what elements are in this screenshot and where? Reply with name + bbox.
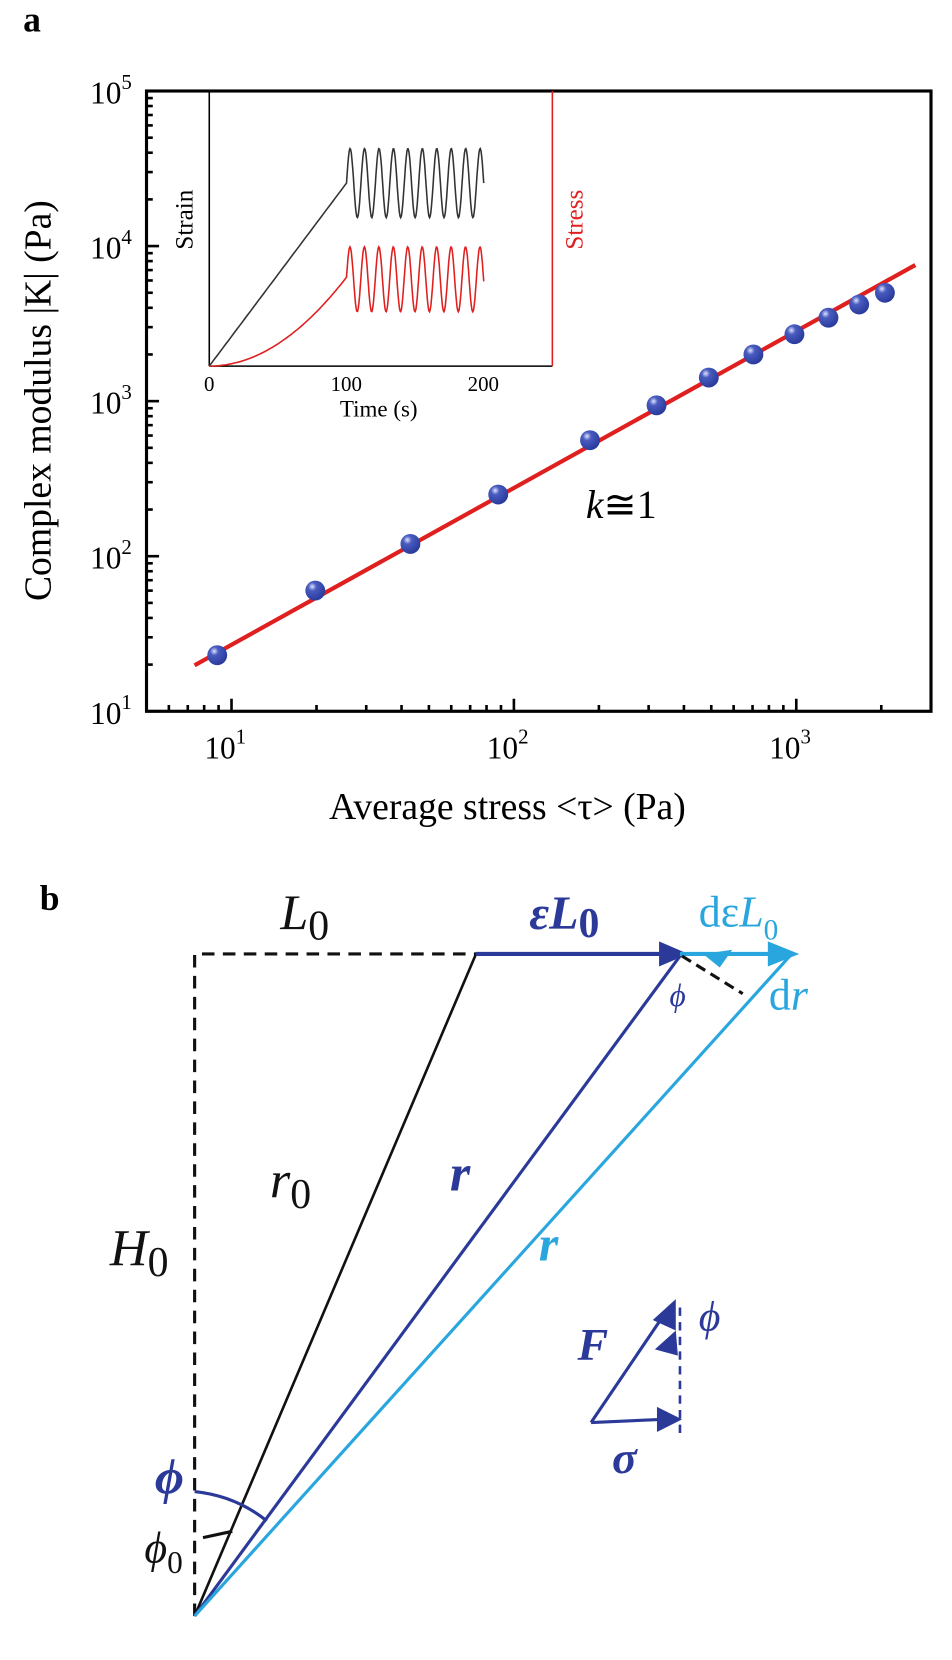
data-point bbox=[580, 430, 600, 451]
data-point bbox=[305, 580, 326, 601]
data-point bbox=[784, 324, 805, 345]
phi0-arc bbox=[202, 1529, 233, 1540]
dashed-reference-lines bbox=[193, 952, 476, 1617]
data-point bbox=[207, 645, 228, 666]
phi-force-arrowhead bbox=[654, 1330, 678, 1356]
label-sigma: σ bbox=[612, 1432, 638, 1483]
y-tick-label: 102 bbox=[90, 535, 132, 576]
phi-arc bbox=[194, 1490, 268, 1523]
data-point bbox=[818, 307, 839, 328]
r-line-light bbox=[193, 954, 791, 1618]
force-arrowhead bbox=[652, 1299, 676, 1331]
inset-stress-label: Stress bbox=[562, 190, 589, 250]
stress-curve bbox=[209, 245, 485, 367]
plot-frame bbox=[144, 89, 933, 713]
perpendicular-dash bbox=[681, 954, 744, 996]
y-tick-label: 101 bbox=[90, 690, 132, 731]
data-point bbox=[400, 533, 421, 554]
panel-b-label: b bbox=[40, 878, 60, 918]
label-phi-force: ϕ bbox=[699, 1295, 721, 1341]
inset-chart: 0 100 200 Time (s) Strain Stress bbox=[172, 90, 589, 421]
label-r0: r0 bbox=[270, 1152, 311, 1218]
sigma-arrowhead bbox=[656, 1406, 683, 1432]
label-phi-top: ϕ bbox=[670, 978, 686, 1013]
y-axis-label: Complex modulus |K| (Pa) bbox=[17, 200, 59, 601]
data-point bbox=[874, 282, 895, 303]
x-tick-label: 101 bbox=[204, 725, 246, 766]
inset-x-label: Time (s) bbox=[340, 395, 418, 421]
strain-arrowhead bbox=[659, 941, 689, 967]
data-point bbox=[698, 367, 719, 388]
y-tick-label: 105 bbox=[90, 70, 132, 111]
inset-strain-label: Strain bbox=[172, 189, 199, 249]
r0-line bbox=[193, 953, 478, 1617]
data-point bbox=[849, 294, 870, 315]
d-strain-arrowhead bbox=[767, 941, 800, 967]
y-tick-label: 104 bbox=[90, 225, 132, 266]
label-L0: L0 bbox=[279, 884, 329, 949]
strain-curve bbox=[208, 147, 485, 367]
label-F: F bbox=[576, 1319, 608, 1370]
x-tick-label: 103 bbox=[769, 725, 811, 766]
label-dr: dr bbox=[769, 970, 809, 1019]
geometry-diagram: L0 εL0 dεL0 dr ϕ r0 r r H0 F ϕ σ ϕ ϕ0 bbox=[109, 884, 809, 1618]
label-H0: H0 bbox=[109, 1220, 169, 1286]
dr-arrowhead bbox=[702, 949, 733, 968]
main-chart: 101 102 103 101 102 103 104 105 k≅1 Average str… bbox=[17, 70, 933, 828]
r-line-dark bbox=[193, 955, 682, 1617]
sigma-arrow bbox=[590, 1417, 662, 1425]
data-point bbox=[646, 395, 667, 416]
force-arrow bbox=[589, 1314, 665, 1424]
y-tick-label: 103 bbox=[90, 380, 132, 421]
inset-x-tick: 200 bbox=[468, 372, 499, 396]
inset-x-tick: 0 bbox=[204, 372, 214, 396]
label-phi0: ϕ0 bbox=[144, 1524, 182, 1580]
label-r-dark: r bbox=[450, 1144, 471, 1202]
label-d-epsilon-L0: dεL0 bbox=[699, 888, 778, 947]
slope-annotation: k≅1 bbox=[586, 483, 657, 527]
data-point bbox=[488, 484, 509, 505]
inset-x-tick: 100 bbox=[331, 372, 362, 396]
x-tick-label: 102 bbox=[487, 725, 529, 766]
data-point bbox=[743, 344, 764, 365]
x-axis-label: Average stress <τ> (Pa) bbox=[329, 786, 686, 828]
label-r-light: r bbox=[539, 1215, 559, 1271]
label-epsilon-L0: εL0 bbox=[529, 887, 599, 947]
panel-a-label: a bbox=[23, 0, 41, 39]
label-phi-bottom: ϕ bbox=[155, 1449, 184, 1505]
